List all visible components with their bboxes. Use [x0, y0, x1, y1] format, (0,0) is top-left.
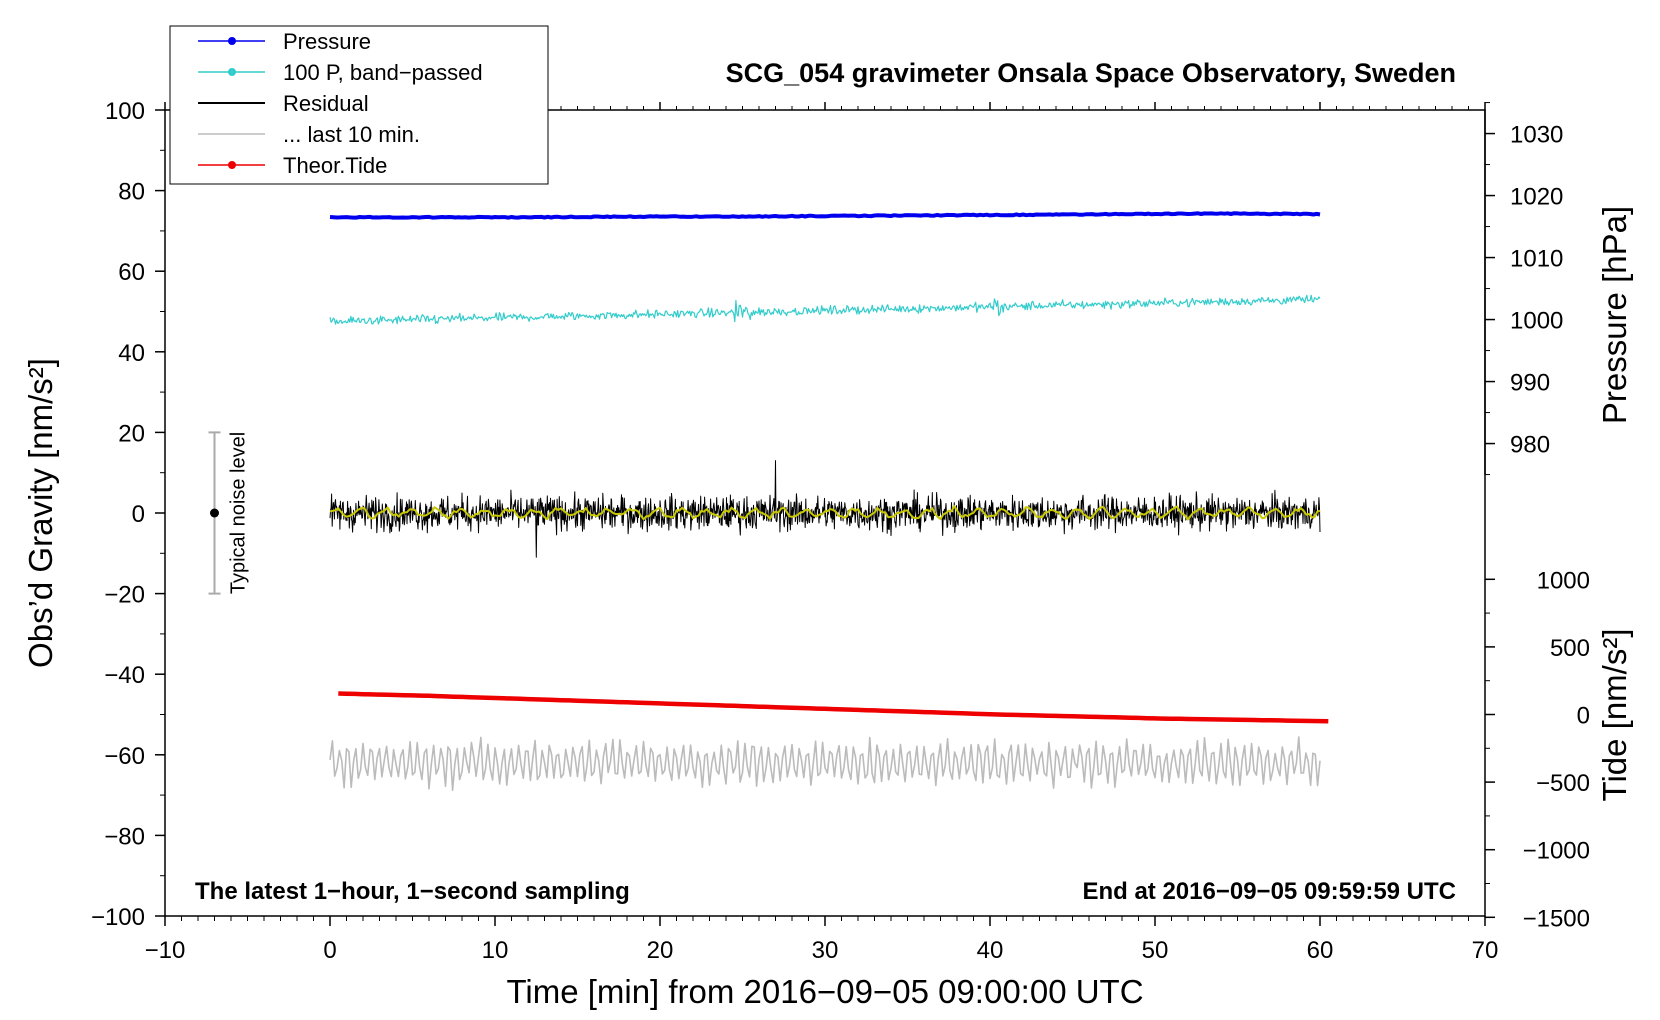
y-axis-tide-title: Tide [nm/s²] [1596, 629, 1633, 802]
legend-marker [228, 37, 236, 45]
y-axis-pressure-title: Pressure [hPa] [1596, 206, 1633, 424]
pressure-tick-label: 1020 [1510, 184, 1563, 211]
x-tick-label: 30 [812, 937, 839, 964]
x-axis: −10 0 10 20 30 40 50 60 70 [145, 102, 1499, 964]
tide-tick-label: 0 [1577, 703, 1590, 730]
y-tick-label: 0 [132, 501, 145, 528]
y-tick-label: 40 [118, 340, 145, 367]
x-tick-label: 0 [323, 937, 336, 964]
y-tick-label: 60 [118, 259, 145, 286]
y-tick-label: 100 [105, 98, 145, 125]
legend-box [169, 25, 549, 185]
legend-label: ... last 10 min. [283, 122, 420, 147]
x-tick-label: 20 [647, 937, 674, 964]
chart-title: SCG_054 gravimeter Onsala Space Observat… [726, 58, 1456, 88]
y-axis-left-title: Obs’d Gravity [nm/s²] [22, 358, 59, 668]
y-tick-label: −40 [104, 662, 145, 689]
x-tick-label: 70 [1472, 937, 1499, 964]
y-tick-label: −100 [91, 904, 145, 931]
y-axis-tide: 1000 500 0 −500 −1000 −1500 [1485, 567, 1590, 932]
pressure-tick-label: 1000 [1510, 308, 1563, 335]
x-tick-label: 10 [482, 937, 509, 964]
y-tick-label: −60 [104, 743, 145, 770]
series-layer [329, 211, 1329, 791]
noise-dot [210, 508, 219, 518]
pressure-tick-label: 980 [1510, 432, 1550, 459]
legend-label: Residual [283, 91, 369, 116]
y-tick-label: −20 [104, 582, 145, 609]
y-tick-label: 80 [118, 179, 145, 206]
pressure-tick-label: 1030 [1510, 122, 1563, 149]
series-pressure [329, 211, 1321, 220]
tide-tick-label: 500 [1550, 635, 1590, 662]
x-tick-label: 50 [1142, 937, 1169, 964]
legend-label: Theor.Tide [283, 153, 387, 178]
x-tick-label: 40 [977, 937, 1004, 964]
legend-marker [228, 161, 236, 169]
y-tick-label: 20 [118, 420, 145, 447]
x-tick-label: −10 [145, 937, 186, 964]
series-residual [329, 460, 1321, 558]
y-tick-label: −80 [104, 823, 145, 850]
pressure-tick-label: 1010 [1510, 246, 1563, 273]
legend: Pressure 100 P, band−passed Residual ... la… [169, 25, 549, 185]
tide-tick-label: −500 [1536, 770, 1590, 797]
tide-tick-label: −1500 [1523, 905, 1590, 932]
noise-label: Typical noise level [228, 432, 250, 594]
x-tick-label: 60 [1307, 937, 1334, 964]
annotation-left: The latest 1−hour, 1−second sampling [195, 878, 630, 905]
series-last-10-min [329, 736, 1321, 791]
series-100p-band-passed [329, 294, 1321, 325]
y-axis-left: −100 −80 −60 −40 −20 0 20 40 60 80 100 [91, 98, 165, 931]
legend-marker [228, 68, 236, 76]
series-theor-tide [338, 691, 1329, 724]
x-axis-title: Time [min] from 2016−09−05 09:00:00 UTC [506, 973, 1143, 1010]
legend-label: Pressure [283, 29, 371, 54]
noise-level-indicator: Typical noise level [208, 431, 250, 595]
annotation-right: End at 2016−09−05 09:59:59 UTC [1082, 878, 1456, 905]
pressure-tick-label: 990 [1510, 370, 1550, 397]
tide-tick-label: −1000 [1523, 838, 1590, 865]
y-axis-pressure: 1030 1020 1010 1000 990 980 [1484, 102, 1563, 476]
tide-tick-label: 1000 [1537, 567, 1590, 594]
legend-label: 100 P, band−passed [283, 60, 483, 85]
series-residual-smoothed [329, 505, 1321, 521]
